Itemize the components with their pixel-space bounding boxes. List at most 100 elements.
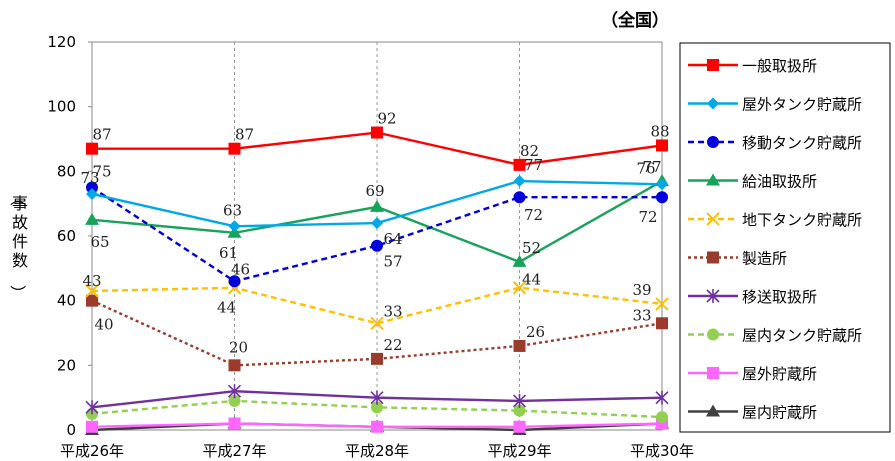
- legend-label: 屋内貯蔵所: [742, 404, 817, 422]
- data-point: [656, 317, 668, 330]
- data-label: 33: [383, 302, 402, 320]
- data-point: [655, 390, 669, 405]
- data-point: [513, 175, 526, 188]
- series-移動タンク貯蔵所: [86, 181, 668, 288]
- data-point: [86, 187, 98, 200]
- data-point: [513, 158, 526, 171]
- legend-item: 屋外貯蔵所: [688, 365, 817, 383]
- data-label: 61: [219, 244, 238, 262]
- legend-item: 地下タンク貯蔵所: [688, 211, 862, 229]
- series-製造所: [86, 294, 668, 372]
- x-tick-label: 平成30年: [630, 442, 694, 460]
- legend-item: 一般取扱所: [688, 57, 817, 75]
- data-label: 52: [522, 239, 541, 257]
- series-line: [91, 299, 663, 367]
- data-label: 92: [377, 110, 396, 128]
- legend-marker: [707, 59, 719, 71]
- data-point: [656, 139, 668, 152]
- x-tick-label: 平成27年: [202, 442, 266, 460]
- series-layer: [85, 126, 669, 435]
- data-point: [656, 178, 668, 191]
- data-point: [513, 404, 526, 417]
- y-tick-label: 120: [47, 33, 76, 51]
- series-line: [91, 186, 662, 283]
- data-point: [656, 411, 668, 424]
- legend-item: 屋内貯蔵所: [688, 404, 817, 422]
- legend-item: 屋内タンク貯蔵所: [688, 327, 862, 345]
- data-label: 43: [82, 272, 101, 290]
- data-point: [228, 275, 241, 288]
- data-point: [655, 297, 669, 311]
- data-point: [228, 394, 241, 407]
- data-point: [370, 316, 384, 331]
- legend-label: 屋内タンク貯蔵所: [742, 327, 862, 345]
- data-label: 20: [229, 338, 248, 356]
- legend-item: 製造所: [688, 250, 787, 268]
- data-label: 22: [383, 336, 402, 354]
- data-label: 44: [522, 271, 541, 289]
- data-label: 57: [383, 253, 402, 271]
- y-axis-label: （事故件数）: [8, 190, 28, 301]
- data-label: 75: [92, 163, 111, 181]
- series-line: [91, 286, 663, 325]
- data-point: [371, 401, 383, 414]
- x-axis-ticks: 平成26年 平成27年 平成28年 平成29年 平成30年: [60, 442, 694, 460]
- data-label: 77: [524, 156, 543, 174]
- legend-label: 製造所: [742, 250, 787, 268]
- data-point: [85, 212, 99, 225]
- data-point: [370, 390, 384, 405]
- data-label: 63: [223, 201, 242, 219]
- data-point: [512, 393, 527, 408]
- legend-label: 屋外貯蔵所: [742, 365, 817, 383]
- data-label: 73: [80, 169, 99, 187]
- data-label: 87: [235, 126, 254, 144]
- data-point: [228, 359, 241, 372]
- legend-label: 給油取扱所: [742, 173, 817, 191]
- legend-marker: [707, 97, 719, 110]
- legend-label: 地下タンク貯蔵所: [742, 211, 862, 229]
- data-point: [513, 339, 526, 352]
- data-label: 69: [365, 182, 384, 200]
- data-point: [85, 400, 99, 415]
- x-tick-label: 平成26年: [60, 442, 124, 460]
- data-point: [86, 142, 98, 155]
- data-label: 77: [642, 158, 661, 176]
- data-point: [228, 417, 241, 430]
- data-point: [656, 191, 668, 204]
- data-point: [228, 220, 241, 233]
- legend-label: 移動タンク貯蔵所: [742, 134, 862, 152]
- legend-marker: [706, 289, 720, 303]
- y-tick-label: 80: [57, 162, 76, 180]
- data-point: [86, 181, 98, 194]
- legend-item: 移送取扱所: [688, 288, 817, 306]
- data-label: 46: [231, 260, 250, 278]
- series-地下タンク貯蔵所: [85, 281, 669, 331]
- y-tick-label: 40: [57, 292, 76, 310]
- data-point: [228, 142, 241, 155]
- legend-label: 一般取扱所: [742, 57, 817, 75]
- data-label: 33: [632, 306, 651, 324]
- legend-item: 屋外タンク貯蔵所: [688, 96, 862, 114]
- data-label: 64: [383, 230, 402, 248]
- legend-label: 移送取扱所: [742, 288, 817, 306]
- data-point: [513, 191, 526, 204]
- data-label: 26: [526, 323, 545, 341]
- legend: 一般取扱所屋外タンク貯蔵所移動タンク貯蔵所給油取扱所地下タンク貯蔵所製造所移送取…: [679, 42, 891, 433]
- data-point: [513, 420, 526, 433]
- data-point: [371, 352, 383, 365]
- data-point: [371, 217, 383, 230]
- legend-item: 移動タンク貯蔵所: [688, 134, 862, 152]
- legend-marker: [706, 173, 720, 186]
- data-label: 44: [217, 299, 236, 317]
- data-label: 39: [632, 281, 651, 299]
- series-屋外タンク貯蔵所: [86, 175, 668, 233]
- data-point: [371, 239, 383, 252]
- legend-marker: [706, 404, 720, 417]
- data-point: [371, 126, 383, 139]
- series-一般取扱所: [86, 126, 668, 171]
- y-tick-label: 20: [57, 356, 76, 374]
- data-label: 72: [524, 206, 543, 224]
- data-label: 82: [520, 142, 539, 160]
